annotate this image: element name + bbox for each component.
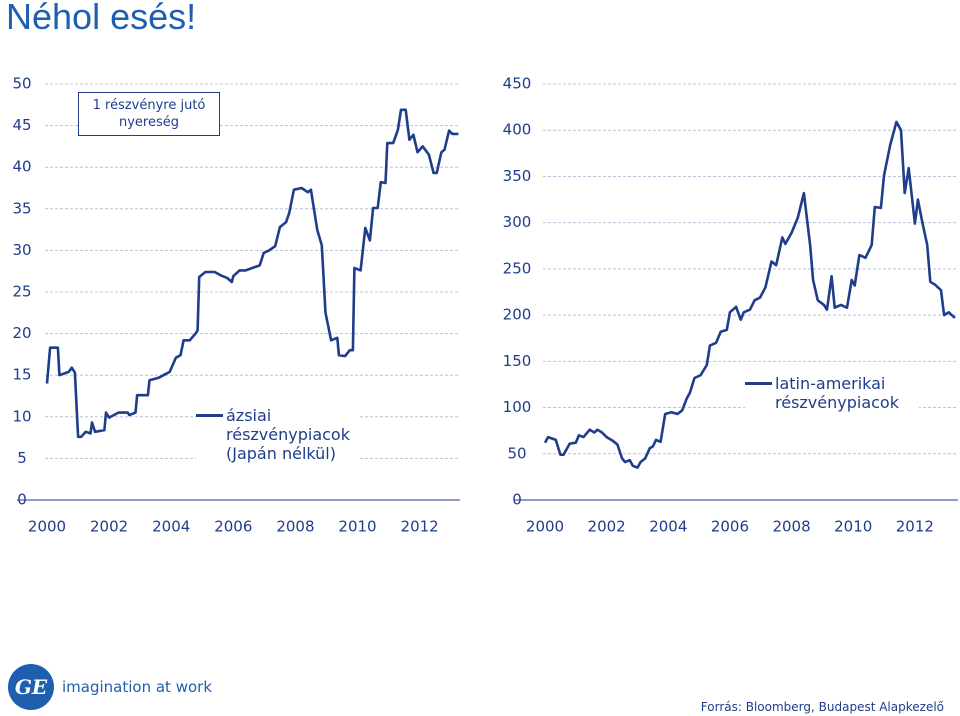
y-tick-label: 250 [503, 259, 532, 277]
legend-label: ázsiai részvénypiacok (Japán nélkül) [226, 406, 350, 463]
y-tick-label: 150 [503, 352, 532, 370]
y-tick-label: 400 [503, 121, 532, 139]
data-line [45, 108, 459, 439]
x-tick-label: 2004 [152, 518, 190, 536]
logo: GE [8, 664, 54, 710]
tagline: imagination at work [62, 678, 212, 696]
annotation: 1 részvényre jutó nyereség [78, 92, 220, 136]
slide-title: Néhol esés! [6, 0, 197, 37]
x-tick-label: 2010 [834, 518, 872, 536]
x-tick-label: 2008 [772, 518, 810, 536]
y-tick-label: 45 [12, 116, 31, 134]
y-tick-label: 35 [12, 199, 31, 217]
y-tick-label: 100 [503, 398, 532, 416]
x-tick-label: 2010 [338, 518, 376, 536]
x-tick-label: 2000 [526, 518, 564, 536]
y-tick-label: 30 [12, 241, 31, 259]
x-tick-label: 2008 [276, 518, 314, 536]
x-tick-label: 2002 [588, 518, 626, 536]
y-tick-label: 50 [507, 444, 526, 462]
x-tick-label: 2006 [214, 518, 252, 536]
source: Forrás: Bloomberg, Budapest Alapkezelő [700, 700, 944, 714]
y-tick-label: 20 [12, 324, 31, 342]
y-tick-label: 350 [503, 167, 532, 185]
y-tick-label: 15 [12, 366, 31, 384]
y-tick-label: 5 [17, 449, 27, 467]
x-tick-label: 2012 [401, 518, 439, 536]
x-tick-label: 2006 [711, 518, 749, 536]
y-tick-label: 25 [12, 283, 31, 301]
y-tick-label: 50 [12, 75, 31, 93]
x-tick-label: 2002 [90, 518, 128, 536]
y-tick-label: 450 [503, 75, 532, 93]
legend: latin-amerikai részvénypiacok [745, 372, 919, 414]
legend-swatch [196, 414, 223, 417]
legend-swatch [745, 382, 772, 385]
data-line [543, 120, 956, 469]
y-tick-label: 10 [12, 407, 31, 425]
y-tick-label: 300 [503, 213, 532, 231]
x-tick-label: 2004 [649, 518, 687, 536]
x-tick-label: 2012 [896, 518, 934, 536]
legend: ázsiai részvénypiacok (Japán nélkül) [196, 404, 360, 465]
y-tick-label: 40 [12, 158, 31, 176]
x-tick-label: 2000 [28, 518, 66, 536]
legend-label: latin-amerikai részvénypiacok [775, 374, 899, 412]
y-tick-label: 200 [503, 306, 532, 324]
